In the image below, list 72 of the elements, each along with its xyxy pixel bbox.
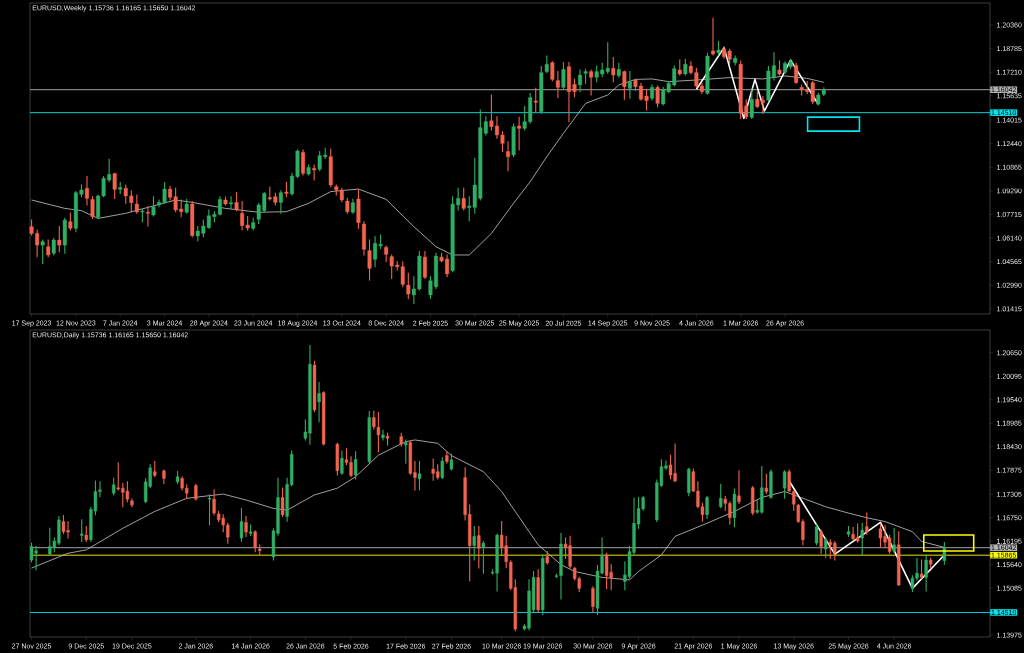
candlestick xyxy=(604,552,609,589)
candlestick xyxy=(340,450,344,475)
candlestick xyxy=(550,61,555,82)
candlestick xyxy=(312,164,317,181)
candlestick xyxy=(353,451,358,480)
candlestick xyxy=(477,526,481,569)
candlestick xyxy=(440,457,444,479)
candlestick xyxy=(422,251,427,279)
candlestick xyxy=(814,524,819,546)
candlestick xyxy=(253,530,257,553)
candlestick xyxy=(589,69,594,96)
candlestick xyxy=(892,527,896,553)
candlestick xyxy=(90,196,95,219)
candlestick xyxy=(384,245,389,263)
candlestick xyxy=(764,473,769,494)
candlestick xyxy=(461,187,466,211)
candlestick xyxy=(145,206,150,227)
candlestick xyxy=(705,496,709,519)
candlestick xyxy=(794,62,799,84)
candlestick xyxy=(627,71,632,99)
candlestick xyxy=(356,189,361,229)
candlestick xyxy=(404,439,408,464)
candlestick xyxy=(151,196,156,217)
candlestick xyxy=(504,535,508,569)
candlestick xyxy=(732,488,737,528)
candlestick xyxy=(506,141,510,172)
candlestick xyxy=(555,71,560,98)
candlestick xyxy=(239,507,244,542)
candlestick xyxy=(85,176,89,206)
candlestick xyxy=(445,451,449,464)
candlestick xyxy=(865,512,869,535)
candlestick xyxy=(207,494,212,526)
candlestick xyxy=(719,483,723,509)
candlestick xyxy=(48,527,52,556)
candlestick xyxy=(782,470,787,499)
candlestick xyxy=(367,239,372,281)
candlestick xyxy=(376,411,381,453)
candlestick xyxy=(125,481,130,503)
candlestick xyxy=(40,239,45,264)
candlestick xyxy=(622,70,627,100)
candlestick xyxy=(317,381,321,423)
candlestick xyxy=(878,523,883,548)
candlestick xyxy=(655,85,660,108)
candlestick xyxy=(134,194,139,214)
candlestick xyxy=(112,172,117,199)
candlestick xyxy=(80,519,84,542)
candlestick xyxy=(481,540,486,574)
candlestick xyxy=(855,523,860,543)
candlestick xyxy=(57,226,62,253)
candlestick xyxy=(860,522,864,556)
candlestick xyxy=(591,586,595,613)
candlestick xyxy=(824,537,828,559)
candlestick xyxy=(280,487,285,518)
candlestick xyxy=(472,526,476,561)
candlestick xyxy=(229,196,233,209)
candlestick xyxy=(417,460,422,491)
candlestick xyxy=(278,190,283,214)
candlestick xyxy=(611,57,616,83)
candlestick xyxy=(924,554,928,592)
candlestick xyxy=(737,470,741,504)
candlestick xyxy=(687,467,691,497)
candlestick xyxy=(711,17,715,56)
candlestick xyxy=(244,515,248,537)
candlestick xyxy=(381,429,385,441)
candlestick xyxy=(517,116,522,151)
candlestick xyxy=(533,87,538,113)
candlestick xyxy=(561,62,566,89)
candlestick xyxy=(578,69,583,93)
candlestick xyxy=(749,87,754,119)
candlestick xyxy=(819,529,823,554)
candlestick xyxy=(301,149,306,176)
candlestick xyxy=(919,559,924,580)
